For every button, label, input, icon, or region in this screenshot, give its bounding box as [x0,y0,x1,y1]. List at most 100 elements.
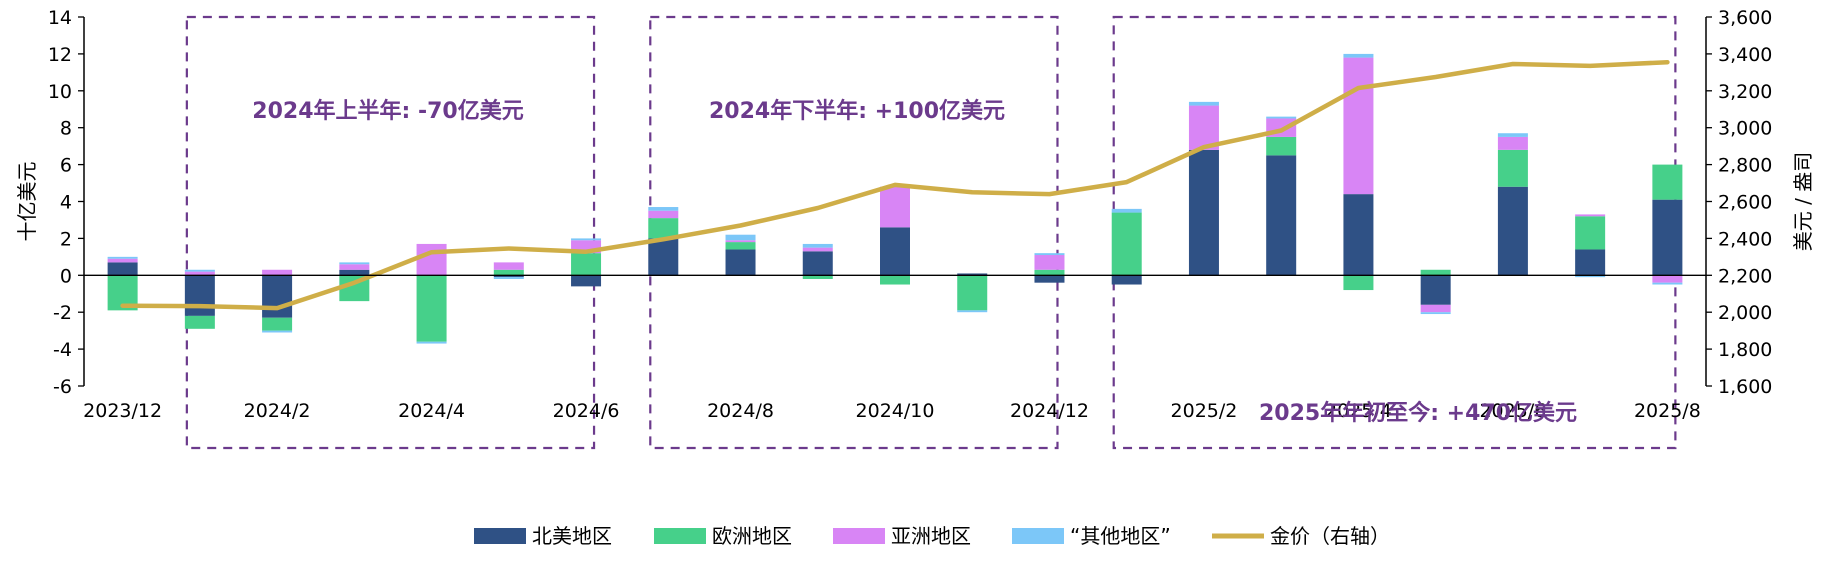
left-tick-label: 14 [48,7,72,29]
bar-s0-0 [107,262,138,276]
bar-s3-7 [648,207,679,211]
bar-s1-20 [1652,164,1683,200]
legend: 北美地区 欧洲地区 亚洲地区 “其他地区” 金价（右轴） [474,524,1390,548]
legend-europe-swatch [654,528,706,544]
legend-north-america-label: 北美地区 [532,524,612,548]
period-annotation-3: 2025年年初至今: +470亿美元 [1259,400,1577,426]
right-tick-label: 1,800 [1718,339,1772,361]
bar-s3-12 [1034,253,1065,256]
bar-s0-15 [1266,155,1297,276]
right-tick-label: 3,600 [1718,7,1772,29]
right-tick-label: 1,600 [1718,376,1772,398]
bar-s0-16 [1343,194,1374,276]
bar-s2-3 [339,264,370,270]
bar-s0-13 [1111,275,1142,285]
annotations: 2024年上半年: -70亿美元 2024年下半年: +100亿美元 2025年年初… [252,98,1577,426]
bar-s1-15 [1266,136,1297,156]
right-tick-label: 2,600 [1718,192,1772,214]
period-annotation-1: 2024年上半年: -70亿美元 [252,98,523,124]
bar-s0-9 [802,251,833,276]
bar-s1-6 [571,253,602,276]
x-tick-label: 2024/4 [398,400,465,422]
axes: -6 -4 -2 0 2 4 6 8 10 12 14 1,600 1,800 2,000 2,200 2,4… [15,7,1815,422]
x-tick-label: 2024/2 [244,400,311,422]
bar-s2-17 [1420,304,1451,313]
bar-s3-5 [493,277,524,279]
bar-s3-20 [1652,282,1683,285]
bar-s2-5 [493,262,524,270]
legend-gold-price-label: 金价（右轴） [1270,524,1390,548]
bar-s0-12 [1034,275,1065,283]
bar-s1-18 [1497,149,1528,187]
left-tick-label: 12 [48,44,72,66]
bar-s2-10 [880,186,910,228]
x-tick-label: 2025/4 [1325,400,1392,422]
bar-s0-6 [571,275,602,287]
x-tick-label: 2025/8 [1634,400,1701,422]
bar-s2-0 [107,258,138,263]
bars [107,53,1683,344]
left-tick-label: -6 [53,376,72,398]
bar-s1-16 [1343,275,1374,291]
bar-s3-13 [1111,208,1142,213]
left-tick-label: 4 [60,192,72,214]
legend-other-swatch [1012,528,1064,544]
bar-s3-1 [184,269,215,272]
bar-s3-4 [416,341,447,344]
left-tick-label: 8 [60,118,72,140]
y2-axis-title: 美元 / 盎司 [1791,152,1815,251]
bar-s0-14 [1188,149,1219,276]
bar-s1-9 [802,275,833,279]
x-tick-label: 2025/6 [1479,400,1546,422]
bar-s0-17 [1420,275,1451,305]
bar-s1-4 [416,275,447,342]
gold-price-line-group [120,59,1670,311]
bar-s0-20 [1652,199,1683,276]
bar-s3-11 [957,310,988,313]
bar-s3-14 [1188,101,1219,106]
bar-s1-5 [493,269,524,276]
bar-s1-13 [1111,212,1142,276]
bar-s2-18 [1497,136,1528,150]
bar-s2-1 [184,271,215,276]
right-tick-label: 2,000 [1718,302,1772,324]
bar-s0-3 [339,269,370,276]
left-tick-label: -4 [53,339,72,361]
legend-asia-swatch [833,528,885,544]
bar-s3-17 [1420,312,1451,315]
gold-price-line [120,59,1670,311]
bar-s2-16 [1343,57,1374,195]
right-tick-label: 3,000 [1718,118,1772,140]
bar-s3-6 [571,238,602,241]
right-tick-label: 2,200 [1718,265,1772,287]
bar-s1-10 [880,275,910,285]
bar-s1-7 [648,218,679,239]
bar-s2-2 [262,269,293,276]
legend-asia-label: 亚洲地区 [891,524,971,548]
bar-s3-8 [725,234,756,241]
bar-s0-2 [262,275,293,318]
left-tick-label: 10 [48,81,72,103]
bar-s1-19 [1575,216,1606,250]
left-tick-label: 6 [60,155,72,177]
bar-s2-7 [648,210,679,219]
right-tick-label: 2,800 [1718,155,1772,177]
bar-s2-4 [416,243,447,276]
bar-s1-2 [262,317,293,331]
bar-s2-20 [1652,275,1683,283]
x-tick-label: 2024/10 [856,400,935,422]
legend-other-label: “其他地区” [1070,524,1171,548]
bar-s2-12 [1034,255,1065,270]
bar-s3-0 [107,256,138,259]
x-tick-label: 2025/2 [1171,400,1238,422]
bar-s0-19 [1575,249,1606,276]
bar-s0-8 [725,249,756,276]
period-box-1 [185,15,596,450]
period-boxes [185,15,1677,450]
bar-s1-11 [957,275,988,311]
bar-s0-11 [957,273,988,276]
bar-s0-5 [493,275,524,278]
bar-s3-2 [262,330,293,333]
